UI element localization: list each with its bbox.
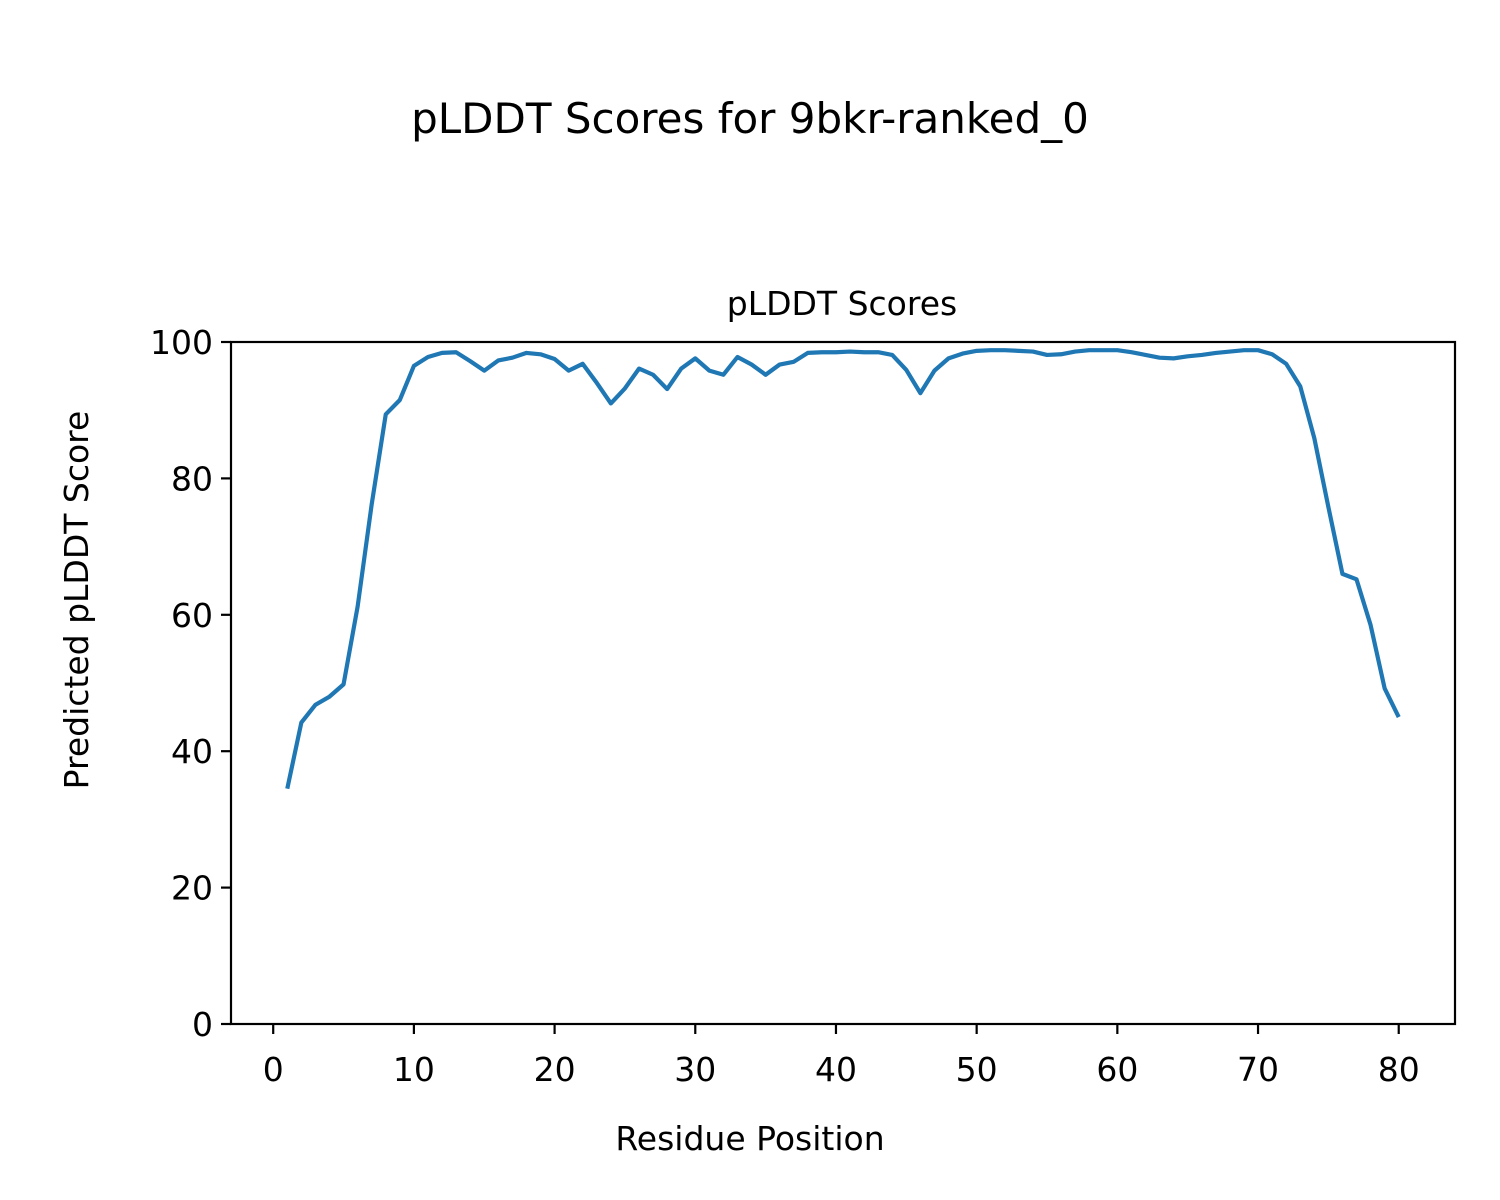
x-tick-label: 10 bbox=[393, 1050, 435, 1089]
y-tick-label: 20 bbox=[171, 869, 213, 908]
x-tick-label: 50 bbox=[956, 1050, 998, 1089]
x-tick-label: 40 bbox=[815, 1050, 857, 1089]
axes-title: pLDDT Scores bbox=[727, 284, 957, 323]
x-tick-label: 80 bbox=[1378, 1050, 1420, 1089]
axes-frame bbox=[229, 340, 1457, 1026]
y-tick-label: 60 bbox=[171, 596, 213, 635]
y-axis-label: Predicted pLDDT Score bbox=[57, 411, 96, 790]
y-tick-label: 100 bbox=[150, 323, 213, 362]
y-tick-label: 0 bbox=[192, 1005, 213, 1044]
x-tick-label: 30 bbox=[674, 1050, 716, 1089]
y-tick-label: 40 bbox=[171, 732, 213, 771]
x-tick-label: 0 bbox=[263, 1050, 284, 1089]
plot-area: 0 10 20 30 40 50 60 70 80 0 20 40 60 80 100 bbox=[150, 323, 1457, 1089]
series-line-0 bbox=[285, 348, 1401, 790]
x-axis-label: Residue Position bbox=[615, 1119, 884, 1158]
series-group bbox=[285, 348, 1401, 790]
x-tick-label: 20 bbox=[534, 1050, 576, 1089]
y-tick-label: 80 bbox=[171, 459, 213, 498]
x-tick-label: 70 bbox=[1237, 1050, 1279, 1089]
x-tick-label: 60 bbox=[1096, 1050, 1138, 1089]
y-axis: 0 20 40 60 80 100 bbox=[150, 323, 231, 1044]
x-axis: 0 10 20 30 40 50 60 70 80 bbox=[263, 1024, 1420, 1089]
figure-title: pLDDT Scores for 9bkr-ranked_0 bbox=[411, 94, 1089, 143]
